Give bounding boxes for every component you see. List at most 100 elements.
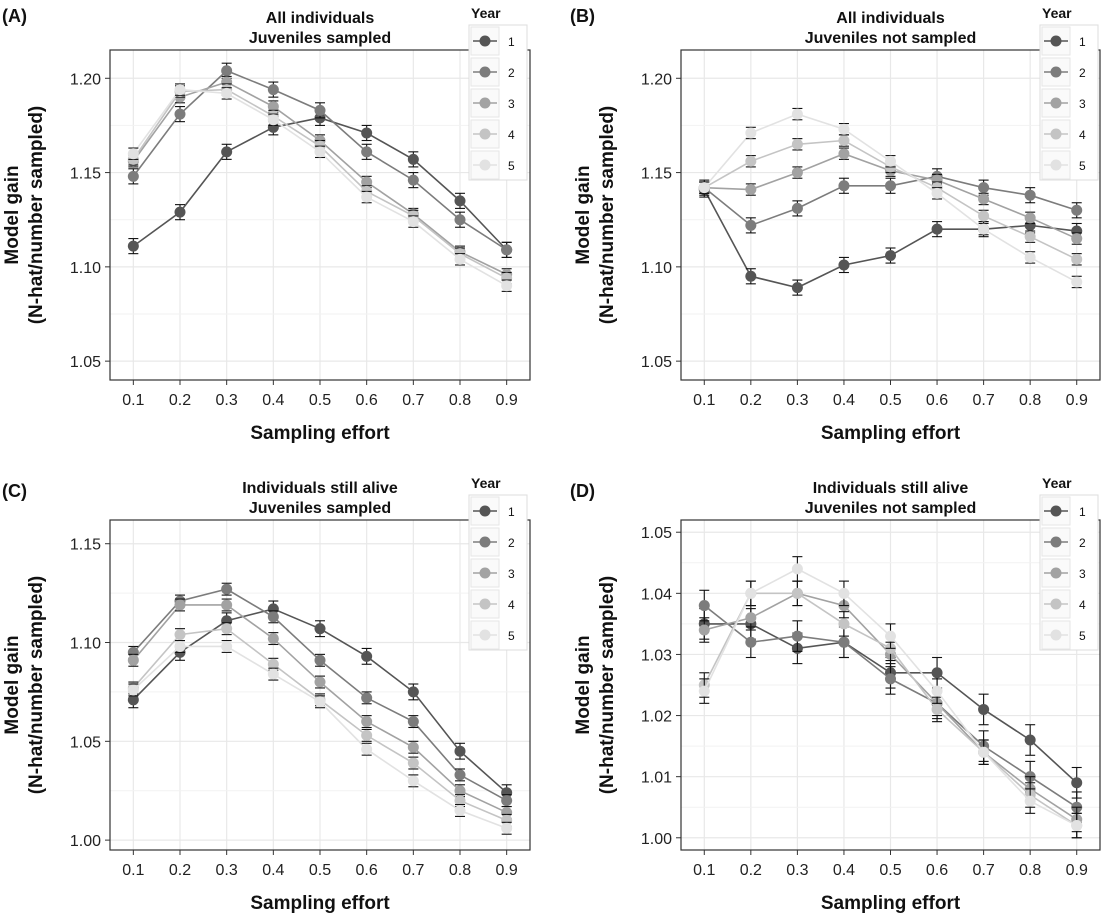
legend-label: 2 [1079, 536, 1086, 550]
data-point [931, 685, 943, 697]
data-point [314, 696, 326, 708]
y-tick-label: 1.04 [641, 586, 672, 603]
x-axis-label: Sampling effort [250, 423, 390, 444]
data-point [361, 650, 373, 662]
y-axis-label: (N-hat/number sampled) [26, 576, 47, 795]
data-point [267, 633, 279, 645]
data-point [454, 795, 466, 807]
panel-label: (C) [2, 481, 27, 501]
data-point [698, 600, 710, 612]
y-axis-label: (N-hat/number sampled) [597, 106, 618, 325]
data-point [454, 214, 466, 226]
legend-item-1: 1 [1041, 496, 1086, 526]
data-point [407, 775, 419, 787]
y-tick-label: 1.03 [641, 647, 672, 664]
legend-key-point [479, 35, 491, 47]
data-point [127, 148, 139, 160]
legend-item-3: 3 [470, 88, 515, 118]
data-point [745, 127, 757, 139]
data-point [791, 167, 803, 179]
data-point [361, 729, 373, 741]
data-point [838, 587, 850, 599]
data-point [361, 743, 373, 755]
data-point [698, 624, 710, 636]
x-tick-label: 0.8 [1019, 862, 1041, 879]
data-point [978, 703, 990, 715]
chart-title-line: All individuals [836, 10, 945, 27]
legend-item-3: 3 [1041, 88, 1086, 118]
panel-a: 1.05 1.10 1.15 1.20 0.1 0.2 0.3 0.4 0.5 0.6 0.7 0.8… [2, 5, 531, 444]
legend-key-point [479, 567, 491, 579]
data-point [1071, 253, 1083, 265]
legend-item-5: 5 [1041, 150, 1086, 180]
data-point [267, 84, 279, 96]
y-tick-label: 1.10 [70, 636, 101, 653]
data-point [885, 673, 896, 685]
panel-label: (D) [570, 481, 595, 501]
chart-title-line: Individuals still alive [242, 480, 398, 497]
x-tick-label: 0.1 [693, 862, 715, 879]
data-point [407, 741, 419, 753]
legend-label: 3 [1079, 567, 1086, 581]
y-tick-label: 1.05 [641, 354, 672, 371]
legend-key-point [1050, 159, 1062, 171]
legend-item-1: 1 [470, 26, 515, 56]
legend-label: 3 [1079, 97, 1086, 111]
y-axis-label: Model gain [2, 165, 23, 264]
x-tick-label: 0.2 [169, 392, 191, 409]
data-point [791, 202, 803, 214]
data-point [314, 676, 326, 688]
data-point [127, 654, 139, 666]
x-tick-label: 0.2 [740, 392, 762, 409]
legend-title: Year [471, 5, 501, 21]
legend-key-point [479, 505, 491, 517]
legend-label: 4 [1079, 128, 1086, 142]
data-point [501, 814, 513, 826]
data-point [127, 646, 139, 658]
data-point [978, 223, 990, 235]
data-point [127, 684, 139, 696]
data-point [501, 244, 513, 256]
y-tick-label: 1.00 [70, 833, 101, 850]
data-point [745, 155, 757, 167]
data-point [838, 135, 850, 147]
legend-item-2: 2 [470, 57, 515, 87]
data-point [885, 630, 896, 642]
data-point [838, 636, 850, 648]
data-point [127, 240, 139, 252]
legend-item-5: 5 [1041, 620, 1086, 650]
data-point [267, 611, 279, 623]
data-point [221, 599, 233, 611]
x-tick-label: 0.9 [496, 392, 518, 409]
legend-item-3: 3 [1041, 558, 1086, 588]
data-point [267, 121, 279, 133]
chart-title-line: Individuals still alive [813, 480, 969, 497]
y-axis-label: Model gain [573, 635, 594, 734]
x-tick-label: 0.1 [122, 392, 144, 409]
data-point [501, 280, 513, 292]
data-point [838, 180, 850, 192]
data-point [174, 84, 186, 96]
legend-key-point [479, 159, 491, 171]
x-tick-label: 0.7 [972, 392, 994, 409]
data-point [221, 65, 233, 77]
legend-label: 5 [1079, 629, 1086, 643]
data-point [885, 180, 896, 192]
legend-key-point [1050, 505, 1062, 517]
x-tick-label: 0.2 [169, 862, 191, 879]
y-tick-label: 1.15 [70, 537, 101, 554]
data-point [407, 153, 419, 165]
data-point [978, 193, 990, 205]
data-point [454, 785, 466, 797]
data-point [885, 155, 896, 167]
x-tick-label: 0.9 [1066, 392, 1088, 409]
data-point [1024, 734, 1036, 746]
x-tick-label: 0.1 [122, 862, 144, 879]
chart-title-line: Juveniles sampled [249, 30, 391, 47]
legend-key-point [479, 66, 491, 78]
data-point [361, 146, 373, 158]
y-tick-label: 1.20 [641, 71, 672, 88]
legend-key-point [479, 598, 491, 610]
data-point [174, 108, 186, 120]
